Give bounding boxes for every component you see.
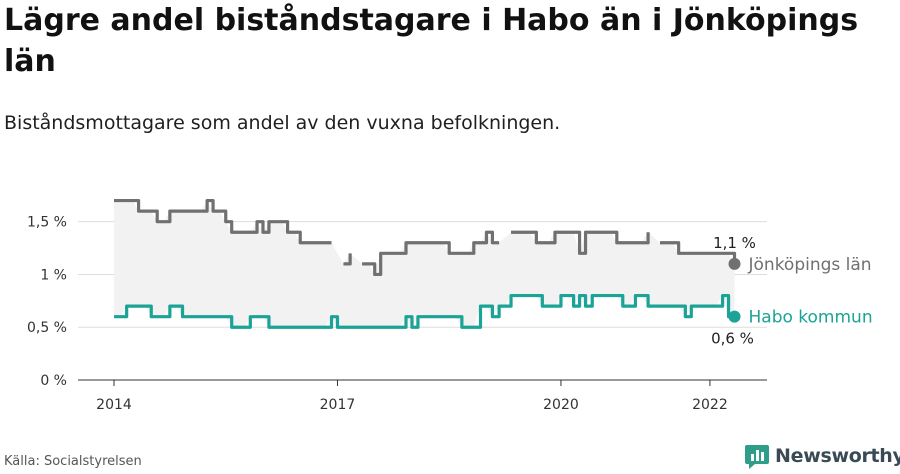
x-tick-label: 2022	[692, 397, 728, 413]
bar-chart-logo-icon	[745, 445, 769, 469]
end-marker-jonkopings-lan	[728, 257, 741, 270]
y-tick-label: 1 %	[40, 267, 67, 283]
chart-title: Lägre andel biståndstagare i Habo än i J…	[4, 3, 859, 79]
y-tick-label: 0 %	[40, 373, 67, 389]
y-tick-label: 1,5 %	[27, 215, 67, 231]
end-value-label-habo-kommun: 0,6 %	[711, 330, 754, 348]
series-line-jonkopings-lan	[343, 253, 352, 266]
newsworthy-brand[interactable]: Newsworthy	[745, 441, 900, 471]
series-line-jonkopings-lan	[660, 241, 737, 264]
series-line-jonkopings-lan	[362, 230, 500, 277]
x-tick-label: 2014	[96, 397, 132, 413]
series-line-jonkopings-lan	[114, 198, 332, 245]
chart-subtitle: Biståndsmottagare som andel av den vuxna…	[4, 112, 561, 134]
end-value-label-jonkopings-lan: 1,1 %	[713, 234, 756, 252]
series-gap-area	[114, 200, 735, 328]
brand-name: Newsworthy	[775, 445, 900, 467]
series-line-jonkopings-lan	[511, 230, 650, 255]
legend-label-jonkopings-lan: Jönköpings län	[748, 255, 872, 275]
series-line-habo-kommun	[114, 293, 735, 329]
legend-label-habo-kommun: Habo kommun	[749, 308, 873, 328]
source-note: Källa: Socialstyrelsen	[4, 454, 142, 469]
x-tick-label: 2017	[320, 397, 356, 413]
end-marker-habo-kommun	[728, 310, 741, 323]
y-tick-label: 0,5 %	[27, 320, 67, 336]
x-tick-label: 2020	[543, 397, 579, 413]
